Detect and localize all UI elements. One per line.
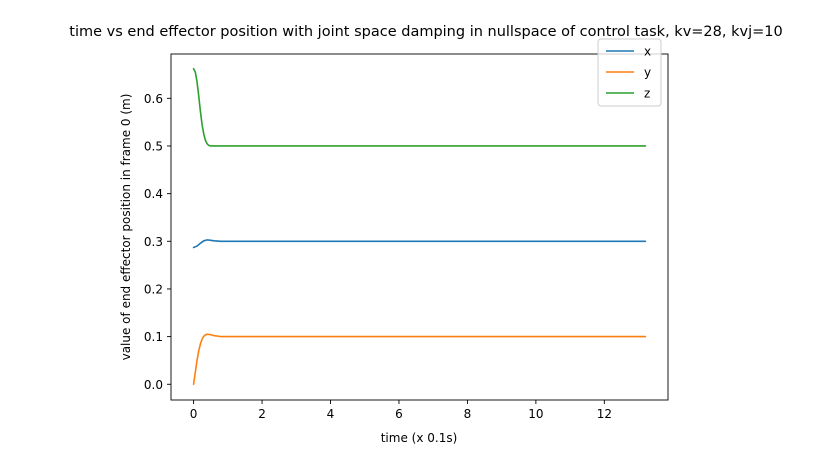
y-axis-label: value of end effector position in frame … xyxy=(119,94,133,361)
x-tick-label: 4 xyxy=(327,407,335,421)
x-tick-label: 0 xyxy=(190,407,198,421)
y-tick-label: 0.4 xyxy=(144,187,163,201)
x-tick-label: 8 xyxy=(464,407,472,421)
axes-frame xyxy=(170,53,669,401)
x-axis-ticks: 0 2 4 6 8 10 12 xyxy=(190,400,612,421)
y-axis-ticks: 0.0 0.1 0.2 0.3 0.4 0.5 0.6 xyxy=(144,92,171,392)
x-tick-label: 12 xyxy=(597,407,612,421)
x-axis-label: time (x 0.1s) xyxy=(381,431,458,445)
plot-area xyxy=(171,54,668,400)
legend-label-y: y xyxy=(644,66,651,80)
y-tick-label: 0.2 xyxy=(144,282,163,296)
series-line-y xyxy=(192,333,647,386)
y-tick-label: 0.6 xyxy=(144,92,163,106)
chart-title: time vs end effector position with joint… xyxy=(69,24,782,40)
y-tick-label: 0.1 xyxy=(144,330,163,344)
legend-label-x: x xyxy=(644,45,651,59)
x-tick-label: 6 xyxy=(395,407,403,421)
y-tick-label: 0.0 xyxy=(144,378,163,392)
legend: xyz xyxy=(597,38,662,107)
y-tick-label: 0.5 xyxy=(144,139,163,153)
x-tick-label: 2 xyxy=(258,407,266,421)
y-tick-label: 0.3 xyxy=(144,235,163,249)
legend-label-z: z xyxy=(644,87,650,101)
series-line-x xyxy=(192,239,647,249)
series-line-z xyxy=(192,67,647,147)
series-layer xyxy=(192,67,647,386)
axes-layer xyxy=(170,53,669,401)
x-tick-label: 10 xyxy=(528,407,543,421)
